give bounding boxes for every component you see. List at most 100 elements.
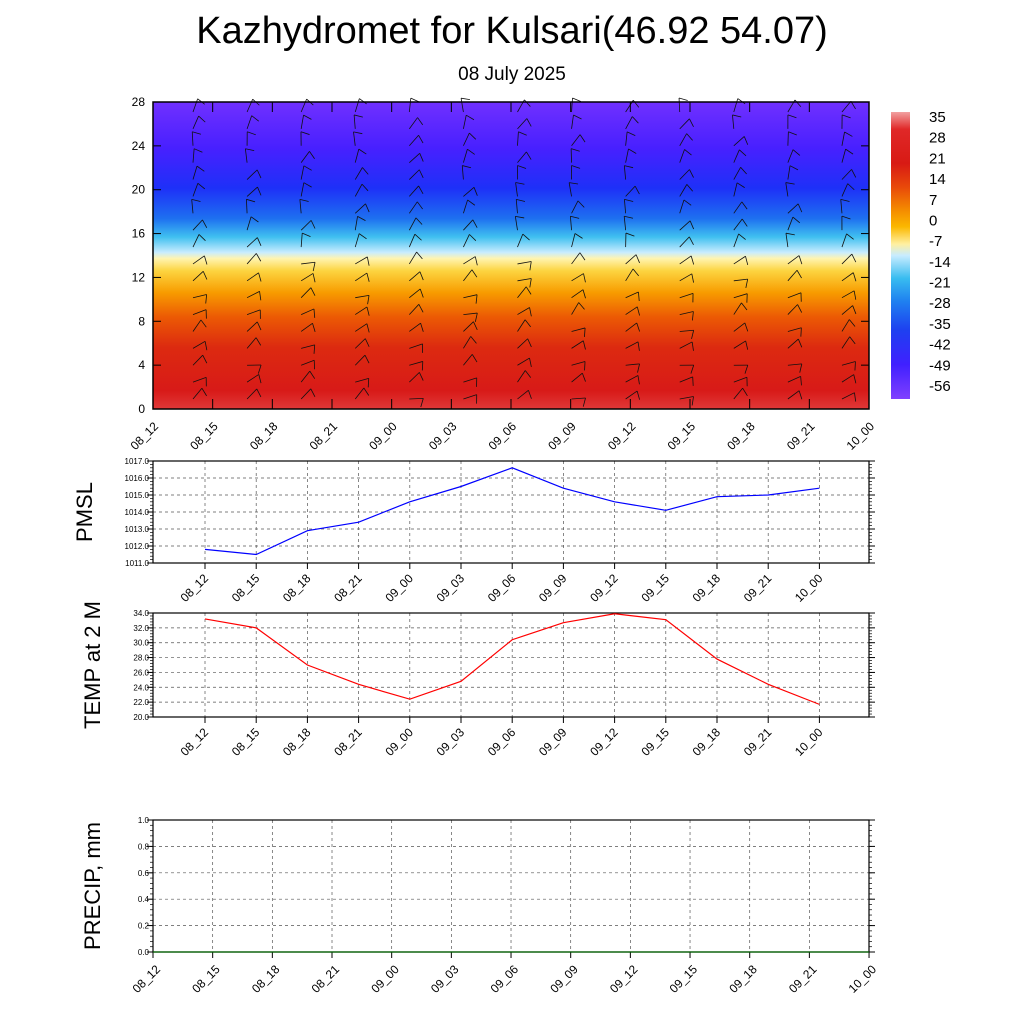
wind-barb-flag (852, 305, 857, 315)
wind-barb-staff (192, 294, 207, 299)
wind-barb-staff (408, 98, 412, 113)
colorbar-label: -14 (929, 254, 951, 271)
wind-barb-staff (300, 151, 310, 163)
wind-barb-staff (354, 167, 363, 180)
wind-barb-staff (787, 255, 800, 265)
wind-barb-staff (787, 203, 799, 214)
wind-barb-flag (785, 182, 795, 185)
wind-barb-flag (572, 97, 581, 102)
wind-barb-staff (191, 131, 194, 146)
wind-barb-flag (300, 131, 310, 135)
wind-barb-staff (625, 341, 639, 349)
wind-barb-staff (733, 167, 741, 180)
wind-barb-flag (841, 215, 851, 220)
x-tick-label: 09_12 (605, 419, 639, 453)
wind-barb-flag (638, 291, 640, 302)
wind-barb-staff (679, 169, 690, 180)
wind-barb-staff (733, 322, 746, 332)
wind-barb-staff (246, 199, 248, 214)
x-tick-label: 09_00 (382, 725, 416, 759)
colorbar-label: -49 (929, 357, 951, 374)
wind-barb-flag (310, 220, 316, 229)
wind-barb-flag (529, 307, 532, 317)
wind-barb-flag (794, 99, 802, 108)
wind-barb-staff (841, 233, 847, 248)
x-tick-label: 09_06 (488, 962, 522, 996)
wind-barb-flag (579, 252, 586, 261)
wind-barb-flag (473, 321, 478, 331)
x-tick-label: 09_00 (366, 419, 400, 453)
wind-barb-staff (355, 294, 370, 299)
x-tick-label: 09_03 (426, 419, 460, 453)
wind-barb-flag (462, 165, 472, 169)
wind-barb-staff (246, 290, 260, 299)
wind-barb-flag (854, 361, 856, 371)
wind-barb-staff (463, 394, 477, 400)
x-tick-label: 09_21 (784, 419, 818, 453)
wind-barb-staff (517, 278, 532, 282)
x-tick-label: 08_21 (331, 725, 365, 759)
wind-barb-flag (529, 358, 532, 367)
wind-barb-flag (851, 253, 857, 263)
wind-barb-flag (799, 363, 803, 373)
wind-barb-staff (841, 290, 855, 299)
wind-barb-staff (192, 148, 195, 163)
wind-barb-staff (787, 327, 802, 332)
colorbar-label: -28 (929, 295, 951, 312)
wind-barb-staff (625, 390, 638, 400)
wind-barb-flag (202, 355, 208, 364)
series-line (204, 467, 820, 556)
wind-barb-staff (841, 392, 855, 400)
wind-barb-flag (690, 255, 695, 265)
wind-barb-staff (409, 304, 420, 315)
x-tick-label: 10_00 (792, 725, 826, 759)
wind-barb-flag (419, 372, 424, 381)
x-tick-label: 09_00 (382, 571, 416, 605)
wind-barb-staff (463, 115, 467, 129)
wind-barb-staff (246, 321, 258, 332)
wind-barb-staff (679, 396, 694, 400)
wind-barb-flag (312, 262, 316, 272)
wind-barb-flag (257, 364, 262, 374)
wind-barb-flag (526, 151, 532, 160)
wind-barb-staff (354, 338, 366, 349)
wind-barb-flag (800, 327, 802, 337)
wind-barb-staff (409, 169, 420, 180)
wind-barb-staff (625, 268, 634, 282)
wind-barb-staff (841, 253, 853, 265)
wind-barb-staff (514, 216, 518, 231)
wind-barb-staff (625, 322, 638, 332)
wind-barb-flag (854, 392, 857, 402)
wind-barb-flag (417, 117, 424, 126)
wind-barb-flag (418, 185, 424, 194)
wind-barb-flag (258, 374, 262, 384)
wind-barb-flag (691, 330, 695, 340)
wind-barb-flag (741, 201, 748, 210)
wind-barb-staff (841, 100, 852, 113)
wind-barb-staff (463, 312, 478, 315)
wind-barb-staff (571, 114, 574, 129)
wind-barb-staff (571, 361, 586, 366)
wind-barb-flag (467, 148, 475, 155)
wind-barb-flag (303, 114, 312, 120)
wind-barb-staff (787, 390, 800, 400)
wind-barb-staff (571, 289, 584, 299)
wind-barb-flag (202, 219, 208, 228)
wind-barb-flag (250, 216, 259, 223)
y-tick-label: 28 (132, 95, 146, 109)
wind-barb-staff (841, 361, 856, 366)
wind-barb-flag (691, 273, 694, 283)
wind-barb-flag (741, 302, 748, 311)
wind-barb-flag (691, 341, 694, 351)
wind-barb-flag (634, 185, 640, 195)
y-tick-label: 24 (132, 139, 146, 153)
colorbar-label: 28 (929, 130, 946, 147)
wind-barb-staff (353, 131, 356, 146)
chart-title: Kazhydromet for Kulsari(46.92 54.07) (196, 10, 828, 52)
wind-barb-staff (355, 323, 368, 332)
wind-barb-staff (408, 251, 417, 265)
wind-barb-staff (840, 199, 843, 214)
wind-barb-flag (364, 338, 370, 347)
wind-barb-flag (312, 323, 316, 332)
